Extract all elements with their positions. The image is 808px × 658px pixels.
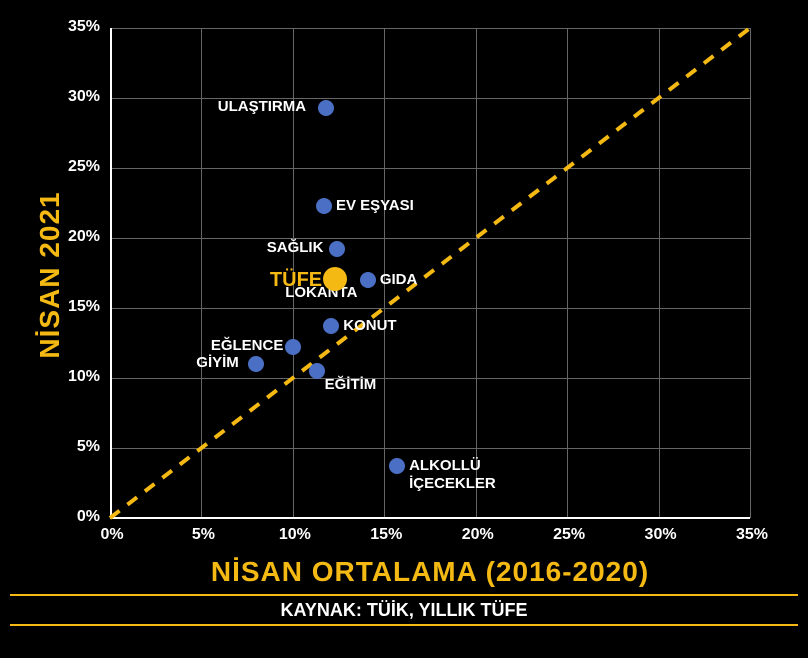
chart-container: 0% 5% 10% 15% 20% 25% 30% 35% 0% 5% 10% 15% 20% 25% 30… [10,10,798,648]
scatter-point [316,198,332,214]
source-bar: KAYNAK: TÜİK, YILLIK TÜFE [10,594,798,626]
y-tick-label: 5% [77,438,100,456]
point-label: EĞİTİM [325,376,377,393]
scatter-point [389,458,405,474]
scatter-point [248,356,264,372]
scatter-point [318,100,334,116]
y-tick-label: 35% [68,18,100,36]
x-tick-label: 20% [458,526,498,544]
identity-line [110,28,750,518]
point-label: EV EŞYASI [336,197,414,214]
x-tick-label: 15% [366,526,406,544]
tufe-label: TÜFE [270,269,322,292]
point-label: GIDA [380,271,418,288]
x-tick-label: 5% [183,526,223,544]
plot-area: 0%5%10%15%20%25%30%35%0%5%10%15%20%25%30… [110,28,750,518]
point-label: SAĞLIK [267,239,324,256]
y-tick-label: 15% [68,298,100,316]
grid-vline [750,28,751,518]
point-label: EĞLENCE [211,337,284,354]
y-tick-label: 30% [68,88,100,106]
scatter-point [329,241,345,257]
x-tick-label: 35% [732,526,772,544]
x-tick-label: 0% [92,526,132,544]
x-tick-label: 10% [275,526,315,544]
point-label: ALKOLLÜ [409,457,481,474]
x-tick-label: 25% [549,526,589,544]
point-label: KONUT [343,317,396,334]
tufe-point [323,267,347,291]
y-tick-label: 25% [68,158,100,176]
point-label: İÇECEKLER [409,475,496,492]
y-axis-title: NİSAN 2021 [34,175,66,375]
y-tick-label: 20% [68,228,100,246]
y-tick-label: 0% [77,508,100,526]
scatter-point [285,339,301,355]
x-axis-title: NİSAN ORTALAMA (2016-2020) [110,556,750,588]
point-label: GİYİM [196,354,239,371]
y-tick-label: 10% [68,368,100,386]
scatter-point [323,318,339,334]
scatter-point [309,363,325,379]
scatter-point [360,272,376,288]
point-label: ULAŞTIRMA [218,98,306,115]
x-tick-label: 30% [641,526,681,544]
source-text: KAYNAK: TÜİK, YILLIK TÜFE [280,600,527,621]
